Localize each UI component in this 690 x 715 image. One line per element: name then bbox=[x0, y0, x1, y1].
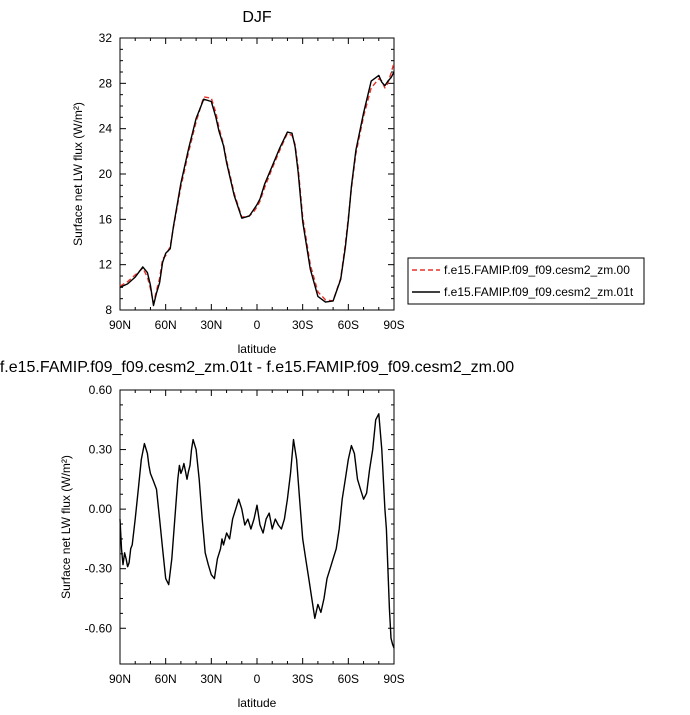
top-x-ticks: 90N 60N 30N 0 30S 60S 90S bbox=[109, 38, 405, 332]
bottom-y-ticks: -0.60 -0.30 0.00 0.30 0.60 bbox=[85, 383, 394, 635]
bottom-x-axis-label: latitude bbox=[238, 696, 277, 710]
x-tick-label: 90S bbox=[383, 672, 404, 686]
top-chart: DJF 8 12 16 20 24 28 32 90N 60N 30N 0 30S 60S 90S la… bbox=[71, 9, 405, 356]
top-y-ticks: 8 12 16 20 24 28 32 bbox=[99, 31, 394, 317]
top-series-group bbox=[119, 62, 395, 307]
series-line-0 bbox=[119, 413, 395, 649]
y-tick-label: 12 bbox=[99, 258, 113, 272]
top-y-axis-label: Surface net LW flux (W/m²) bbox=[71, 102, 85, 246]
y-tick-label: 0.60 bbox=[89, 383, 113, 397]
legend: f.e15.FAMIP.f09_f09.cesm2_zm.00 f.e15.FA… bbox=[407, 257, 645, 305]
bottom-x-ticks: 90N 60N 30N 0 30S 60S 90S bbox=[109, 390, 405, 686]
top-chart-title: DJF bbox=[242, 9, 272, 26]
x-tick-label: 60N bbox=[155, 318, 177, 332]
x-tick-label: 0 bbox=[254, 318, 261, 332]
series-line-1 bbox=[119, 71, 395, 307]
bottom-chart: f.e15.FAMIP.f09_f09.cesm2_zm.01t - f.e15… bbox=[0, 359, 514, 710]
y-tick-label: 28 bbox=[99, 76, 113, 90]
y-tick-label: 32 bbox=[99, 31, 113, 45]
y-tick-label: -0.60 bbox=[85, 621, 113, 635]
y-tick-label: 16 bbox=[99, 212, 113, 226]
bottom-series-group bbox=[119, 413, 395, 649]
x-tick-label: 90N bbox=[109, 318, 131, 332]
x-tick-label: 90N bbox=[109, 672, 131, 686]
y-tick-label: 8 bbox=[105, 303, 112, 317]
legend-box bbox=[407, 257, 645, 305]
x-tick-label: 90S bbox=[383, 318, 404, 332]
series-line-0 bbox=[119, 62, 395, 304]
x-tick-label: 30S bbox=[292, 318, 313, 332]
legend-label-01t: f.e15.FAMIP.f09_f09.cesm2_zm.01t bbox=[444, 285, 634, 299]
y-tick-label: 0.00 bbox=[89, 502, 113, 516]
bottom-chart-title: f.e15.FAMIP.f09_f09.cesm2_zm.01t - f.e15… bbox=[0, 359, 514, 376]
legend-label-00: f.e15.FAMIP.f09_f09.cesm2_zm.00 bbox=[444, 263, 630, 277]
top-x-axis-label: latitude bbox=[238, 342, 277, 356]
y-tick-label: 0.30 bbox=[89, 443, 113, 457]
bottom-y-axis-label: Surface net LW flux (W/m²) bbox=[59, 455, 73, 599]
y-tick-label: 24 bbox=[99, 122, 113, 136]
x-tick-label: 30N bbox=[200, 318, 222, 332]
x-tick-label: 60S bbox=[338, 672, 359, 686]
x-tick-label: 0 bbox=[254, 672, 261, 686]
x-tick-label: 30N bbox=[200, 672, 222, 686]
x-tick-label: 30S bbox=[292, 672, 313, 686]
y-tick-label: 20 bbox=[99, 167, 113, 181]
x-tick-label: 60N bbox=[155, 672, 177, 686]
x-tick-label: 60S bbox=[338, 318, 359, 332]
y-tick-label: -0.30 bbox=[85, 562, 113, 576]
